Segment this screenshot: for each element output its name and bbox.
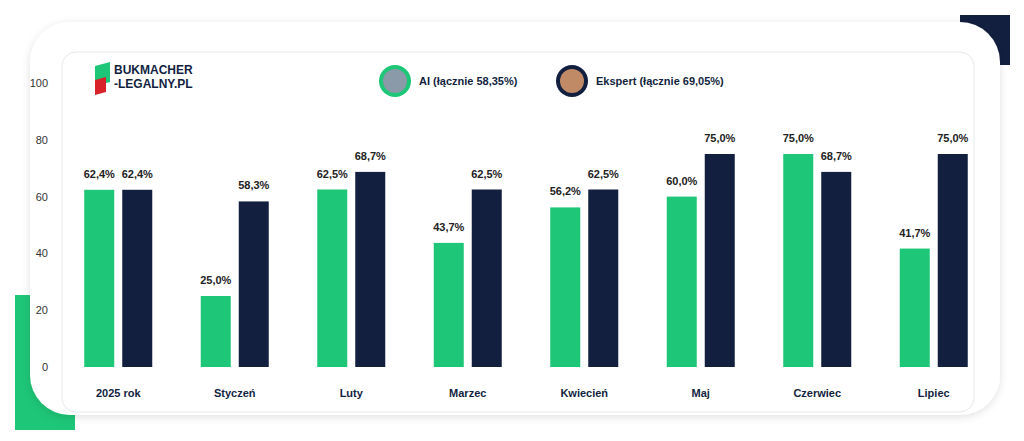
bar bbox=[434, 243, 464, 367]
bar bbox=[239, 201, 269, 367]
data-label: 58,3% bbox=[238, 179, 269, 191]
bar bbox=[472, 190, 502, 368]
data-label: 41,7% bbox=[899, 227, 930, 239]
bars bbox=[84, 154, 968, 367]
bar bbox=[355, 172, 385, 367]
x-tick-label: Styczeń bbox=[214, 387, 256, 399]
data-label: 75,0% bbox=[704, 132, 735, 144]
legend-avatar-face bbox=[560, 69, 584, 93]
bar bbox=[705, 154, 735, 367]
legend-label: AI (łącznie 58,35%) bbox=[419, 75, 518, 87]
x-tick-label: Luty bbox=[340, 387, 364, 399]
logo-mark bbox=[95, 77, 106, 95]
y-tick-label: 20 bbox=[36, 304, 48, 316]
data-label: 62,4% bbox=[122, 168, 153, 180]
data-label: 25,0% bbox=[200, 274, 231, 286]
y-tick-label: 0 bbox=[42, 361, 48, 373]
x-tick-label: Maj bbox=[692, 387, 710, 399]
data-label: 60,0% bbox=[666, 175, 697, 187]
logo-text: -LEGALNY.PL bbox=[114, 77, 193, 91]
bar bbox=[588, 190, 618, 368]
y-tick-label: 60 bbox=[36, 191, 48, 203]
data-label: 62,5% bbox=[471, 168, 502, 180]
legend-label: Ekspert (łącznie 69,05%) bbox=[596, 75, 724, 87]
data-label: 62,4% bbox=[84, 168, 115, 180]
x-tick-label: Lipiec bbox=[918, 387, 950, 399]
bar bbox=[122, 190, 152, 367]
legend-avatar bbox=[379, 65, 411, 97]
bar bbox=[550, 207, 580, 367]
legend-entry: AI (łącznie 58,35%) bbox=[379, 65, 518, 97]
data-label: 43,7% bbox=[433, 221, 464, 233]
x-tick-label: Kwiecień bbox=[560, 387, 608, 399]
bar bbox=[84, 190, 114, 367]
bar bbox=[938, 154, 968, 367]
y-tick-label: 80 bbox=[36, 134, 48, 146]
bar bbox=[201, 296, 231, 367]
bar bbox=[667, 197, 697, 367]
data-label: 56,2% bbox=[550, 185, 581, 197]
card bbox=[30, 22, 1000, 415]
x-tick-label: Marzec bbox=[449, 387, 486, 399]
data-label: 62,5% bbox=[317, 168, 348, 180]
data-label: 62,5% bbox=[588, 168, 619, 180]
x-tick-label: 2025 rok bbox=[96, 387, 142, 399]
bar bbox=[821, 172, 851, 367]
legend-avatar bbox=[556, 65, 588, 97]
data-label: 68,7% bbox=[355, 150, 386, 162]
bar bbox=[900, 249, 930, 367]
data-labels: 62,4% 25,0% 62,5% 43,7% 56,2% 60,0% 75,0% 41,7%… bbox=[84, 132, 969, 286]
bar bbox=[783, 154, 813, 367]
legend-entry: Ekspert (łącznie 69,05%) bbox=[556, 65, 724, 97]
y-tick-label: 40 bbox=[36, 247, 48, 259]
chart-root: 0 20 40 60 80 100 BUKMACHER-LEGALNY.PL AI (łącz… bbox=[0, 0, 1024, 441]
data-label: 75,0% bbox=[937, 132, 968, 144]
logo: BUKMACHER-LEGALNY.PL bbox=[95, 62, 193, 95]
legend-avatar-face bbox=[383, 69, 407, 93]
inner-frame bbox=[62, 52, 974, 412]
logo-text: BUKMACHER bbox=[114, 63, 193, 77]
y-tick-label: 100 bbox=[30, 77, 48, 89]
data-label: 75,0% bbox=[783, 132, 814, 144]
data-label: 68,7% bbox=[821, 150, 852, 162]
bar bbox=[317, 190, 347, 368]
x-tick-label: Czerwiec bbox=[793, 387, 841, 399]
chart-svg: 0 20 40 60 80 100 BUKMACHER-LEGALNY.PL AI (łącz… bbox=[0, 0, 1024, 441]
